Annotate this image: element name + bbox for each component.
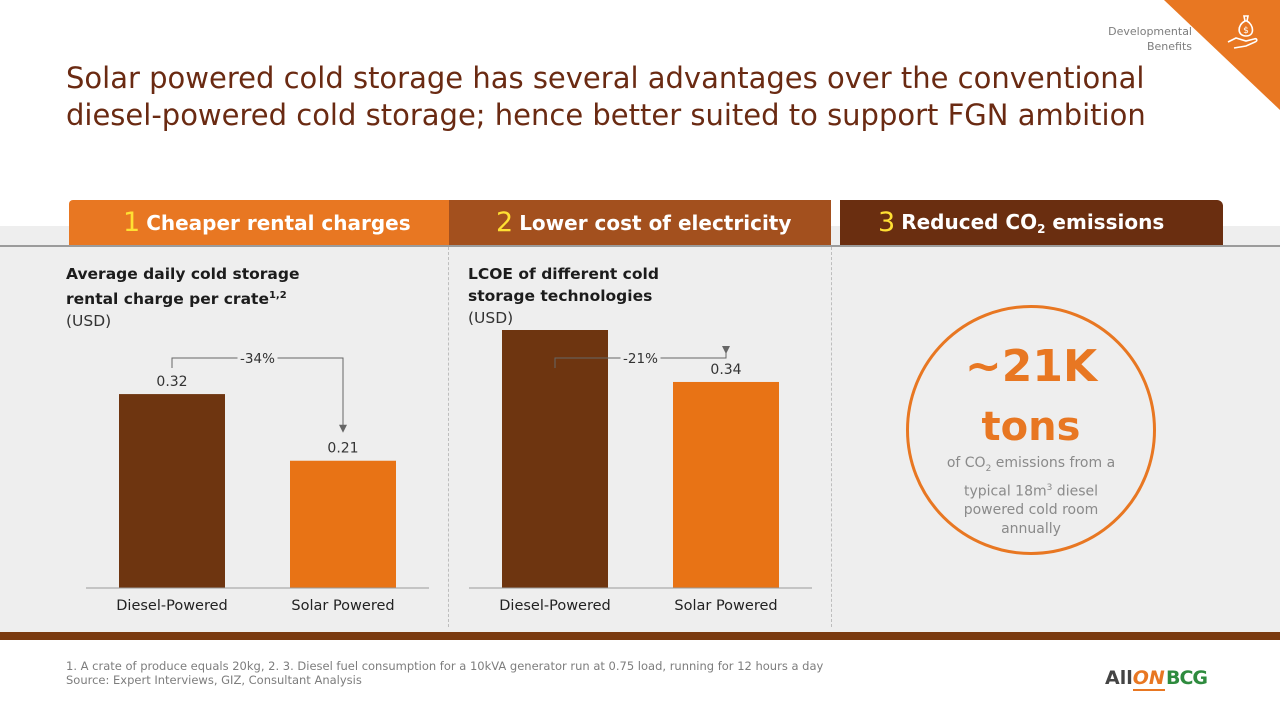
tab-number: 2: [496, 207, 514, 238]
tab-label: Lower cost of electricity: [519, 210, 792, 235]
category-label: Solar Powered: [674, 598, 777, 614]
source-text: Source: Expert Interviews, GIZ, Consulta…: [66, 673, 362, 687]
change-label: -21%: [623, 351, 658, 367]
bar: [673, 381, 779, 588]
corner-tab: [1164, 0, 1280, 110]
tab-number: 3: [878, 207, 896, 238]
tab-lower-electricity-cost: 2 Lower cost of electricity: [449, 200, 831, 245]
tab-label: Reduced CO2 emissions: [901, 209, 1165, 236]
section-tag-line1: Developmental: [1108, 25, 1192, 38]
tab-reduced-emissions: 3 Reduced CO2 emissions: [840, 200, 1223, 245]
emissions-value: ~21K: [964, 341, 1098, 392]
category-label: Diesel-Powered: [499, 598, 611, 614]
footnote: 1. A crate of produce equals 20kg, 2. 3.…: [66, 659, 823, 687]
emissions-circle: ~21K tons of CO2 emissions from a typica…: [906, 305, 1156, 555]
rental-charge-chart: 0.32 Diesel-Powered 0.21 Solar Powered -34%: [86, 349, 429, 614]
chart2-unit: (USD): [468, 309, 514, 327]
emissions-caption: of CO2 emissions from a typical 18m3 die…: [946, 455, 1116, 538]
change-label-bg: [620, 349, 661, 367]
chart1-title: Average daily cold storage rental charge…: [66, 263, 396, 332]
bar: [119, 394, 225, 588]
bar: [502, 330, 608, 588]
change-arrow-icon: [339, 424, 347, 433]
footer-bar: [0, 632, 1280, 640]
category-label: Diesel-Powered: [116, 598, 228, 614]
bar-value-label: 0.34: [710, 362, 741, 378]
footnote-text: 1. A crate of produce equals 20kg, 2. 3.…: [66, 659, 824, 673]
column-divider: [831, 247, 832, 627]
bar-value-label: 0.32: [156, 374, 187, 390]
bcg-logo: BCG: [1166, 667, 1208, 689]
tab-cheaper-rental: 1 Cheaper rental charges: [69, 200, 449, 245]
bar-value-label: 0.21: [327, 441, 358, 457]
column-divider: [448, 247, 449, 627]
tab-label: Cheaper rental charges: [146, 210, 411, 235]
money-bag-hand-icon: $: [1227, 15, 1258, 49]
tab-number: 1: [123, 207, 141, 238]
page-title: Solar powered cold storage has several a…: [66, 61, 1146, 132]
change-arrow-icon: [722, 345, 730, 354]
chart2-title: LCOE of different cold storage technolog…: [468, 263, 798, 329]
bar: [290, 460, 396, 588]
change-label-bg: [237, 349, 278, 367]
band-divider-line: [0, 245, 1280, 247]
emissions-unit: tons: [981, 404, 1081, 450]
svg-text:$: $: [1243, 26, 1249, 36]
section-tag: Developmental Benefits: [1072, 24, 1192, 54]
change-label: -34%: [240, 351, 275, 367]
chart1-unit: (USD): [66, 312, 112, 331]
allon-logo: AllON: [1105, 667, 1165, 691]
category-label: Solar Powered: [291, 598, 394, 614]
section-tag-line2: Benefits: [1146, 40, 1192, 53]
